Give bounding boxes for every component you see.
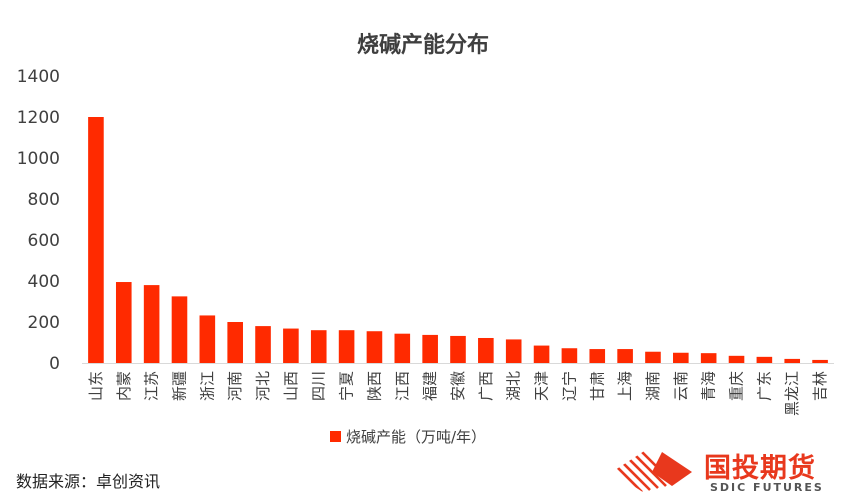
x-tick-label: 湖南 bbox=[644, 371, 662, 401]
logo-english-text: SDIC FUTURES bbox=[710, 481, 824, 494]
bar bbox=[812, 359, 828, 363]
x-tick-label: 湖北 bbox=[505, 371, 523, 401]
x-tick-label: 四川 bbox=[310, 371, 328, 401]
bar bbox=[199, 315, 216, 363]
bar bbox=[533, 345, 550, 363]
x-axis: 山东 内蒙 江苏 新疆 浙江 河南 河北 山西 四川 宁夏 陕西 江西 福建 安徽 广西 湖北 天津 辽宁 甘肃 上海… bbox=[82, 363, 834, 416]
y-tick-label: 1400 bbox=[17, 67, 60, 87]
bar bbox=[450, 335, 466, 363]
bar bbox=[673, 352, 689, 363]
x-tick-label: 新疆 bbox=[170, 371, 188, 401]
x-tick-label: 广东 bbox=[755, 371, 773, 401]
x-tick-label: 上海 bbox=[616, 371, 634, 401]
bar bbox=[645, 351, 661, 363]
bar bbox=[171, 296, 188, 363]
y-axis: 0 200 400 600 800 1000 1200 1400 bbox=[17, 67, 60, 374]
bar bbox=[478, 337, 494, 363]
bar bbox=[227, 322, 243, 363]
data-source: 数据来源：卓创资讯 bbox=[16, 472, 161, 491]
x-tick-label: 甘肃 bbox=[588, 371, 606, 401]
logo-mark-icon bbox=[612, 446, 692, 498]
bar bbox=[728, 355, 745, 363]
bar bbox=[784, 358, 801, 363]
bar bbox=[88, 117, 104, 363]
bar bbox=[255, 326, 271, 363]
legend-swatch bbox=[330, 431, 341, 442]
bar bbox=[589, 349, 606, 363]
y-tick-label: 800 bbox=[28, 190, 60, 210]
bar bbox=[561, 348, 578, 363]
bar bbox=[422, 334, 438, 363]
legend: 烧碱产能（万吨/年） bbox=[330, 428, 486, 446]
x-tick-label: 重庆 bbox=[728, 371, 746, 401]
x-tick-label: 宁夏 bbox=[338, 371, 356, 401]
bar bbox=[505, 339, 522, 363]
bar bbox=[756, 356, 773, 363]
y-tick-label: 0 bbox=[49, 354, 60, 374]
chart-title: 烧碱产能分布 bbox=[357, 32, 489, 58]
bar bbox=[700, 353, 717, 363]
x-tick-label: 江西 bbox=[393, 371, 411, 401]
x-tick-label: 辽宁 bbox=[560, 371, 578, 401]
y-tick-label: 1000 bbox=[17, 149, 60, 169]
bar bbox=[283, 328, 299, 363]
bar bbox=[338, 330, 355, 363]
x-tick-label: 河北 bbox=[254, 371, 272, 401]
x-tick-label: 陕西 bbox=[365, 371, 383, 401]
y-tick-label: 200 bbox=[28, 313, 60, 333]
x-tick-label: 云南 bbox=[672, 371, 690, 401]
x-tick-label: 黑龙江 bbox=[783, 371, 801, 416]
x-tick-label: 福建 bbox=[421, 371, 439, 401]
x-tick-label: 山西 bbox=[282, 371, 300, 401]
x-tick-label: 吉林 bbox=[811, 371, 829, 401]
x-tick-label: 河南 bbox=[226, 371, 244, 401]
x-tick-label: 广西 bbox=[477, 371, 495, 401]
y-tick-label: 400 bbox=[28, 272, 60, 292]
x-tick-label: 山东 bbox=[87, 371, 105, 401]
logo-chinese-text: 国投期货 bbox=[704, 453, 816, 484]
bar bbox=[310, 330, 327, 363]
x-tick-label: 浙江 bbox=[198, 371, 216, 401]
bar bbox=[115, 282, 132, 363]
x-tick-label: 江苏 bbox=[143, 371, 161, 401]
legend-label: 烧碱产能（万吨/年） bbox=[346, 428, 486, 446]
x-tick-label: 天津 bbox=[533, 371, 551, 401]
bar bbox=[143, 285, 160, 363]
bar bbox=[394, 333, 411, 363]
bars bbox=[88, 117, 828, 363]
x-tick-label: 青海 bbox=[700, 371, 718, 401]
bar bbox=[366, 331, 383, 363]
y-tick-label: 1200 bbox=[17, 108, 60, 128]
x-tick-label: 安徽 bbox=[449, 371, 467, 401]
y-tick-label: 600 bbox=[28, 231, 60, 251]
company-logo: 国投期货 SDIC FUTURES bbox=[612, 446, 840, 498]
x-tick-label: 内蒙 bbox=[115, 371, 133, 401]
bar bbox=[617, 349, 633, 363]
